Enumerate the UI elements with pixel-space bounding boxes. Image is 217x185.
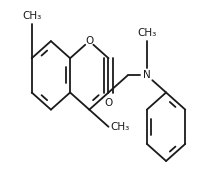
- Text: N: N: [143, 70, 151, 80]
- Text: CH₃: CH₃: [22, 11, 41, 21]
- Text: CH₃: CH₃: [137, 28, 156, 38]
- Text: CH₃: CH₃: [111, 122, 130, 132]
- Text: O: O: [85, 36, 94, 46]
- Text: O: O: [104, 98, 113, 108]
